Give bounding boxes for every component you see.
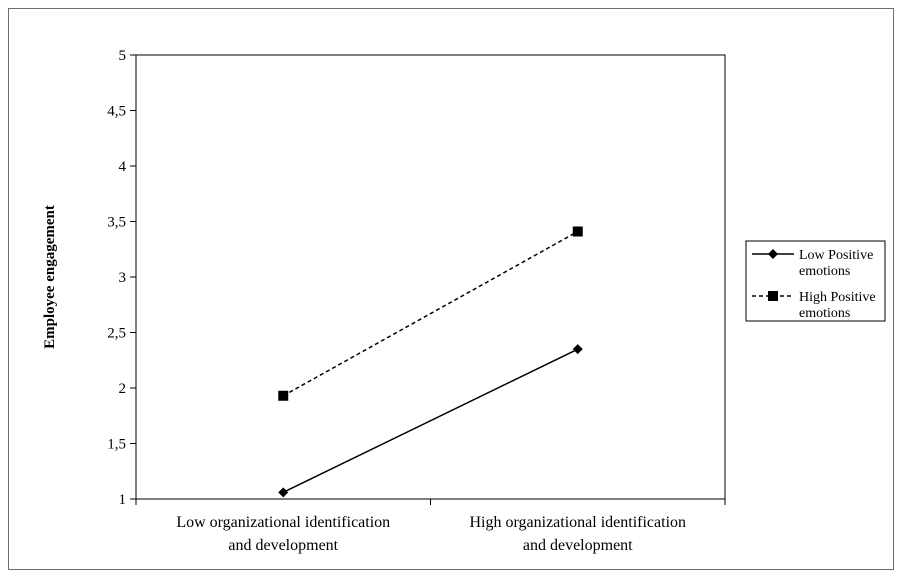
legend-label-line: emotions <box>799 306 850 321</box>
y-tick-label: 2 <box>119 381 127 397</box>
y-tick-label: 3,5 <box>107 215 126 231</box>
x-category-label-line: High organizational identification <box>469 514 686 531</box>
y-tick-label: 4,5 <box>107 104 126 120</box>
data-point <box>278 390 289 401</box>
chart-frame: 1 1,5 2 2,5 3 3,5 4 4,5 5 Low organizational ide… <box>8 8 894 570</box>
series-line <box>282 348 579 494</box>
series-layer <box>278 226 583 498</box>
legend-entry: Low Positive emotions <box>752 248 873 279</box>
line-chart: 1 1,5 2 2,5 3 3,5 4 4,5 5 Low organizational ide… <box>42 48 886 554</box>
y-tick-label: 2,5 <box>107 326 126 342</box>
legend-label-line: High Positive <box>799 290 876 305</box>
y-tick-label: 1,5 <box>107 437 126 453</box>
plot-area <box>135 54 726 500</box>
legend-label: High Positive emotions <box>799 290 876 321</box>
y-tick-label: 1 <box>119 492 127 508</box>
legend-label-line: emotions <box>799 264 850 279</box>
series-line <box>282 230 579 397</box>
legend-marker <box>768 249 778 259</box>
y-axis: 1 1,5 2 2,5 3 3,5 4 4,5 5 <box>107 48 136 508</box>
x-category-label-line: and development <box>523 537 633 554</box>
legend-marker <box>768 291 778 301</box>
x-category-label: Low organizational identification and dev… <box>176 514 390 554</box>
legend-label-line: Low Positive <box>799 248 873 263</box>
y-tick-label: 5 <box>119 48 127 64</box>
y-axis-title: Employee engagement <box>42 205 58 349</box>
x-category-label-line: and development <box>228 537 338 554</box>
data-point <box>572 344 583 355</box>
y-tick-label: 3 <box>119 270 127 286</box>
x-axis: Low organizational identification and dev… <box>135 499 726 554</box>
x-category-label: High organizational identification and de… <box>469 514 686 554</box>
y-tick-label: 4 <box>119 159 127 175</box>
legend-label: Low Positive emotions <box>799 248 873 279</box>
x-category-label-line: Low organizational identification <box>176 514 390 531</box>
series-low-positive-emotions <box>278 344 583 498</box>
data-point <box>278 487 289 498</box>
data-point <box>572 226 583 237</box>
series-high-positive-emotions <box>278 226 583 401</box>
legend-entry: High Positive emotions <box>752 290 876 321</box>
